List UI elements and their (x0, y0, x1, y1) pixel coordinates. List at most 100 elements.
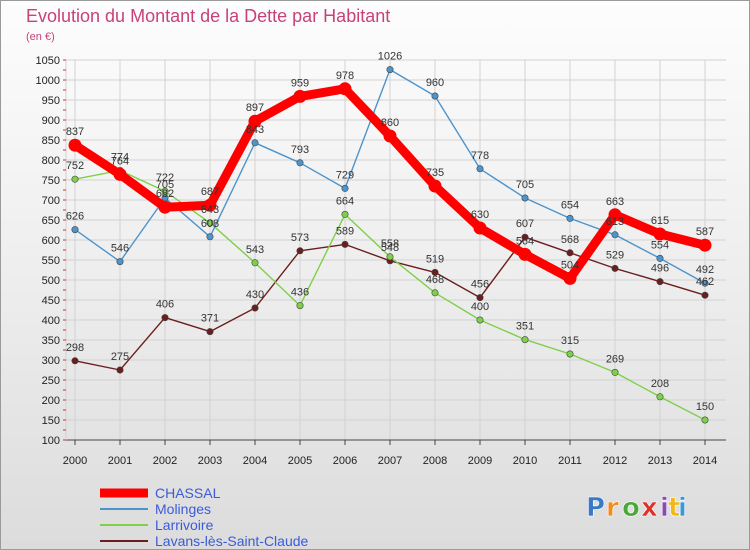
data-label: 752 (66, 160, 84, 172)
data-label: 664 (336, 195, 354, 207)
data-point (116, 258, 124, 266)
x-tick-label: 2010 (513, 455, 537, 467)
data-point (71, 357, 79, 365)
legend-label: Lavans-lès-Saint-Claude (155, 533, 309, 549)
series-lines (68, 66, 712, 424)
data-label: 587 (696, 226, 714, 238)
data-label: 687 (201, 186, 219, 198)
data-label: 960 (426, 77, 444, 89)
data-label: 504 (561, 259, 579, 271)
data-label: 626 (66, 211, 84, 223)
data-label: 400 (471, 301, 489, 313)
data-point (656, 393, 664, 401)
data-label: 793 (291, 144, 309, 156)
data-label: 774 (111, 151, 129, 163)
logo-letter: i (660, 493, 669, 523)
data-point (476, 316, 484, 324)
data-point (611, 264, 619, 272)
x-tick-label: 2009 (468, 455, 492, 467)
data-point (296, 159, 304, 167)
data-label: 564 (516, 235, 534, 247)
data-point (206, 219, 214, 227)
data-label: 978 (336, 70, 354, 82)
data-label: 492 (696, 264, 714, 276)
y-tick-label: 650 (42, 215, 60, 227)
legend-label: Molinges (155, 501, 211, 517)
data-label: 735 (426, 167, 444, 179)
data-label: 1026 (378, 51, 402, 63)
data-point (293, 89, 307, 103)
x-tick-label: 2008 (423, 455, 447, 467)
data-point (341, 210, 349, 218)
data-point (611, 368, 619, 376)
data-label: 607 (516, 218, 534, 230)
data-point (701, 279, 709, 287)
data-point (161, 314, 169, 322)
data-point (518, 247, 532, 261)
data-label: 860 (381, 117, 399, 129)
logo-letter: i (678, 493, 687, 523)
data-point (296, 247, 304, 255)
data-label: 663 (606, 196, 624, 208)
data-label: 778 (471, 150, 489, 162)
data-label: 430 (246, 289, 264, 301)
data-label: 608 (201, 218, 219, 230)
x-tick-label: 2003 (198, 455, 222, 467)
y-tick-label: 100 (42, 435, 60, 447)
data-label: 436 (291, 287, 309, 299)
data-label: 543 (246, 244, 264, 256)
data-label: 351 (516, 321, 534, 333)
data-point (206, 233, 214, 241)
data-label: 589 (336, 225, 354, 237)
y-tick-label: 750 (42, 175, 60, 187)
data-point (476, 165, 484, 173)
data-label: 568 (561, 234, 579, 246)
y-tick-label: 900 (42, 115, 60, 127)
data-label: 208 (651, 378, 669, 390)
data-point (68, 138, 82, 152)
data-label: 371 (201, 313, 219, 325)
y-tick-label: 400 (42, 315, 60, 327)
data-point (251, 139, 259, 147)
data-point (386, 253, 394, 261)
data-point (248, 114, 262, 128)
data-point (71, 175, 79, 183)
data-label: 613 (606, 216, 624, 228)
data-point (701, 291, 709, 299)
data-label: 298 (66, 342, 84, 354)
data-point (341, 240, 349, 248)
y-tick-label: 850 (42, 135, 60, 147)
x-tick-label: 2000 (63, 455, 87, 467)
y-tick-label: 950 (42, 95, 60, 107)
data-point (521, 233, 529, 241)
data-point (431, 289, 439, 297)
data-label: 462 (696, 276, 714, 288)
data-label: 548 (381, 242, 399, 254)
logo-letter: r (606, 493, 619, 523)
data-point (251, 259, 259, 267)
data-label: 554 (651, 239, 669, 251)
data-point (296, 302, 304, 310)
data-point (473, 221, 487, 235)
legend-label: Larrivoire (155, 517, 214, 533)
data-point (116, 366, 124, 374)
data-label: 496 (651, 263, 669, 275)
data-label: 150 (696, 401, 714, 413)
data-point (521, 336, 529, 344)
x-tick-label: 2011 (558, 455, 582, 467)
data-label: 654 (561, 199, 579, 211)
legend-label: CHASSAL (155, 485, 221, 501)
logo-letter: o (622, 493, 640, 523)
data-point (566, 214, 574, 222)
chart-subtitle: (en €) (26, 31, 55, 43)
data-label: 843 (246, 124, 264, 136)
data-label: 468 (426, 274, 444, 286)
y-tick-label: 1000 (36, 75, 60, 87)
data-point (521, 194, 529, 202)
logo-letter: t (668, 493, 680, 523)
legend: CHASSALMolingesLarrivoireLavans-lès-Sain… (100, 485, 309, 549)
data-point (476, 294, 484, 302)
